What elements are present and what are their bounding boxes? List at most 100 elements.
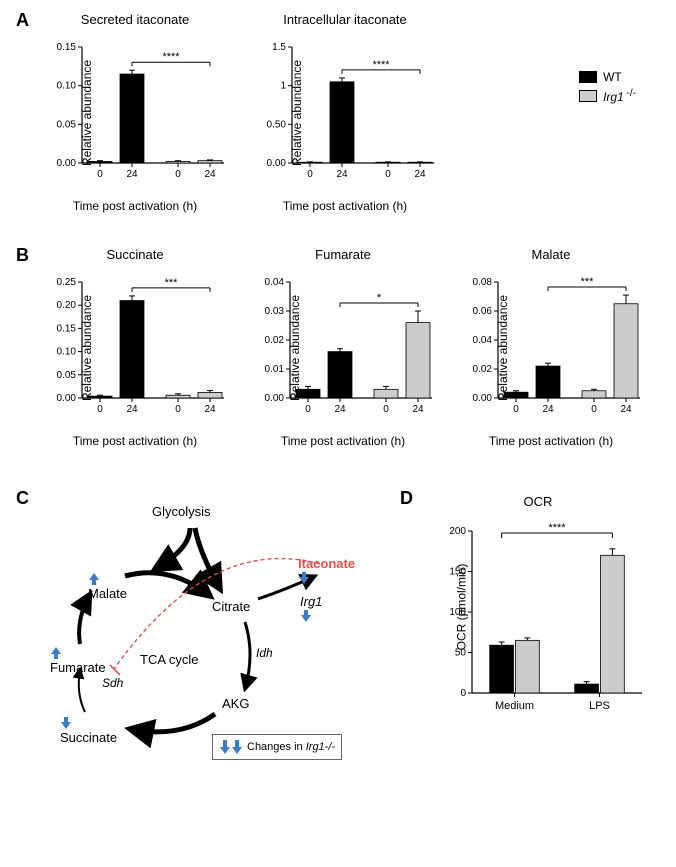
chart-title: Succinate: [40, 247, 230, 262]
panel-d-label: D: [400, 488, 413, 509]
panel-c-label: C: [16, 488, 29, 509]
node-succinate: Succinate: [60, 716, 117, 745]
chart-title: Fumarate: [248, 247, 438, 262]
svg-text:0.00: 0.00: [473, 393, 493, 404]
svg-text:24: 24: [336, 169, 348, 180]
svg-text:0: 0: [305, 404, 311, 415]
svg-text:0.25: 0.25: [57, 277, 77, 288]
svg-text:0.08: 0.08: [473, 277, 493, 288]
arrow-down-icon: [300, 609, 312, 623]
arrow-up-icon: [88, 572, 100, 586]
chart-intracellular-itaconate: Intracellular itaconate Relative abundanc…: [250, 12, 440, 213]
svg-text:0: 0: [385, 169, 391, 180]
svg-text:24: 24: [334, 404, 346, 415]
y-axis-label: Relative abundance: [496, 294, 510, 400]
y-axis-label: Relative abundance: [290, 59, 304, 165]
x-axis-label: Time post activation (h): [456, 434, 646, 448]
svg-text:0: 0: [97, 404, 103, 415]
x-axis-label: Time post activation (h): [250, 199, 440, 213]
node-irg1: Irg1: [300, 594, 322, 623]
svg-text:24: 24: [412, 404, 424, 415]
svg-text:0: 0: [97, 169, 103, 180]
chart-succinate: SuccinateRelative abundance0.000.050.100…: [40, 247, 230, 448]
y-axis-label: OCR (pmol/min): [454, 563, 468, 650]
x-axis-label: Time post activation (h): [40, 199, 230, 213]
node-malate: Malate: [88, 572, 127, 601]
panel-b-label: B: [16, 245, 29, 266]
svg-text:0.15: 0.15: [57, 42, 77, 53]
tca-diagram: Glycolysis Malate Citrate Itaconate Irg1…: [40, 494, 370, 794]
svg-text:0: 0: [307, 169, 313, 180]
node-itaconate: Itaconate: [298, 556, 355, 585]
y-axis-label: Relative abundance: [80, 59, 94, 165]
y-axis-label: Relative abundance: [80, 294, 94, 400]
chart-secreted-itaconate: Secreted itaconate Relative abundance0.00…: [40, 12, 230, 213]
svg-text:24: 24: [414, 169, 426, 180]
svg-text:0.00: 0.00: [265, 393, 285, 404]
legend-swatch-irg1: [579, 90, 597, 102]
svg-text:24: 24: [542, 404, 554, 415]
svg-text:0.05: 0.05: [57, 119, 77, 130]
svg-text:Medium: Medium: [495, 700, 534, 712]
svg-text:0.06: 0.06: [473, 306, 493, 317]
arrows-up-down-icon: [219, 739, 243, 755]
change-key-box: Changes in Irg1-/-: [212, 734, 342, 760]
chart-ocr: OCROCR (pmol/min)050100150200MediumLPS**…: [428, 494, 648, 719]
svg-text:24: 24: [620, 404, 632, 415]
chart-title: Secreted itaconate: [40, 12, 230, 27]
node-glycolysis: Glycolysis: [152, 504, 211, 519]
svg-text:LPS: LPS: [589, 700, 610, 712]
svg-text:0.10: 0.10: [57, 81, 77, 92]
svg-text:1: 1: [280, 81, 286, 92]
svg-text:0.20: 0.20: [57, 300, 77, 311]
panel-a-label: A: [16, 10, 29, 31]
svg-text:***: ***: [581, 276, 595, 288]
svg-text:0.02: 0.02: [473, 364, 493, 375]
svg-text:0.01: 0.01: [265, 364, 285, 375]
node-citrate: Citrate: [212, 599, 250, 614]
chart-malate: MalateRelative abundance0.000.020.040.06…: [456, 247, 646, 448]
svg-text:0.00: 0.00: [57, 158, 77, 169]
svg-text:***: ***: [165, 277, 179, 289]
chart-title: OCR: [428, 494, 648, 509]
x-axis-label: Time post activation (h): [248, 434, 438, 448]
svg-text:0: 0: [591, 404, 597, 415]
svg-text:0.50: 0.50: [267, 119, 287, 130]
svg-text:24: 24: [126, 169, 138, 180]
node-sdh: Sdh: [102, 676, 123, 690]
chart-title: Malate: [456, 247, 646, 262]
svg-text:1.5: 1.5: [272, 42, 286, 53]
svg-text:24: 24: [204, 169, 216, 180]
svg-text:0: 0: [175, 404, 181, 415]
svg-text:****: ****: [372, 59, 390, 71]
legend-swatch-wt: [579, 71, 597, 83]
svg-text:0.00: 0.00: [267, 158, 287, 169]
node-akg: AKG: [222, 696, 249, 711]
chart-title: Intracellular itaconate: [250, 12, 440, 27]
legend-label-irg1: Irg1 -/-: [603, 88, 636, 104]
svg-text:****: ****: [162, 51, 180, 63]
svg-text:0: 0: [383, 404, 389, 415]
chart-fumarate: Fumarate Relative abundance0.00 0.01 0.02 0.…: [248, 247, 438, 448]
y-axis-label: Relative abundance: [288, 294, 302, 400]
legend-genotype: WT Irg1 -/-: [579, 70, 636, 108]
arrow-up-icon: [50, 646, 62, 660]
svg-text:0: 0: [460, 688, 466, 699]
svg-text:24: 24: [204, 404, 216, 415]
svg-text:0.02: 0.02: [265, 335, 285, 346]
arrow-down-icon: [298, 571, 310, 585]
x-axis-label: Time post activation (h): [40, 434, 230, 448]
legend-label-wt: WT: [603, 70, 622, 84]
svg-text:0: 0: [513, 404, 519, 415]
node-idh: Idh: [256, 646, 273, 660]
svg-text:****: ****: [548, 522, 566, 534]
svg-text:0: 0: [175, 169, 181, 180]
svg-text:0.03: 0.03: [265, 306, 285, 317]
svg-text:0.10: 0.10: [57, 347, 77, 358]
svg-text:24: 24: [126, 404, 138, 415]
node-fumarate: Fumarate: [50, 646, 106, 675]
svg-text:*: *: [377, 292, 382, 304]
node-tca-cycle: TCA cycle: [140, 652, 199, 667]
svg-text:0.00: 0.00: [57, 393, 77, 404]
arrow-down-icon: [60, 716, 72, 730]
